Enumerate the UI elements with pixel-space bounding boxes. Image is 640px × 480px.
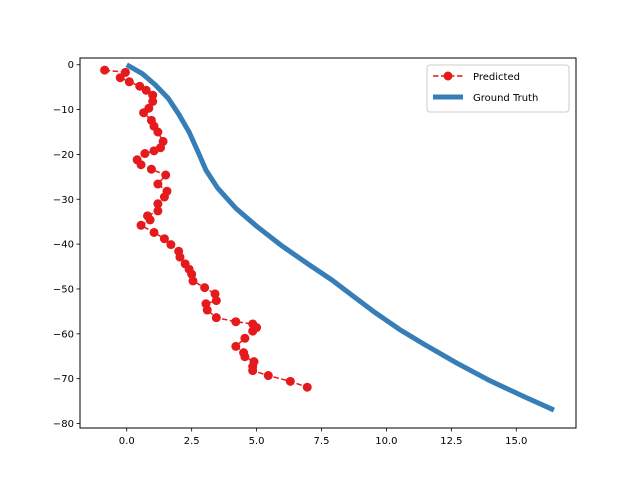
predicted-point [124,77,134,87]
predicted-point [141,85,151,95]
predicted-point [136,160,146,170]
predicted-point [159,192,169,202]
y-tick-label: 0 [68,60,74,71]
legend: Predicted Ground Truth [426,64,570,113]
predicted-point [153,127,163,137]
predicted-point [148,90,158,100]
x-tick-label: 2.5 [184,436,200,447]
y-tick-label: −20 [53,150,74,161]
predicted-point [202,305,212,315]
y-tick-label: −50 [53,284,74,295]
predicted-point [153,179,163,189]
predicted-line [104,69,308,388]
predicted-point [188,276,198,286]
predicted-point [200,283,210,293]
predicted-point [149,227,159,237]
y-tick-label: −70 [53,374,74,385]
predicted-point [248,326,258,336]
plot-frame [79,57,577,429]
predicted-point [187,269,197,279]
predicted-point [285,376,295,386]
predicted-point [149,146,159,156]
x-tick-label: 15.0 [505,436,527,447]
legend-predicted-swatch-marker [443,71,453,81]
predicted-point [210,289,220,299]
y-tick-label: −80 [53,419,74,430]
x-tick-label: 5.0 [249,436,265,447]
predicted-point [139,108,149,118]
predicted-point [161,170,171,180]
predicted-layer [100,65,312,392]
x-tick-label: 12.5 [440,436,462,447]
predicted-point [136,220,146,230]
predicted-point [240,352,250,362]
predicted-point [115,73,125,83]
ground-truth-layer [125,62,555,413]
predicted-point [211,313,221,323]
predicted-point [148,97,158,107]
predicted-point [248,366,258,376]
y-tick-label: −30 [53,195,74,206]
plot-background [80,58,576,428]
legend-predicted-label: Predicted [473,72,520,83]
x-axis: 0.0 2.5 5.0 7.5 10.0 12.5 15.0 [119,428,527,447]
x-tick-label: 10.0 [375,436,397,447]
predicted-point [146,164,156,174]
predicted-point [175,252,185,262]
predicted-point [231,317,241,327]
predicted-point [159,234,169,244]
predicted-point [240,333,250,343]
predicted-point [145,215,155,225]
x-tick-label: 0.0 [119,436,135,447]
predicted-point [166,240,176,250]
predicted-point [263,371,273,381]
x-tick-label: 7.5 [314,436,330,447]
predicted-point [302,382,312,392]
predicted-point [231,341,241,351]
y-tick-label: −60 [53,329,74,340]
y-axis: 0 −10 −20 −30 −40 −50 −60 −70 −80 [53,60,80,430]
ground-truth-line [125,62,555,413]
predicted-point [135,81,145,91]
predicted-point [211,296,221,306]
predicted-point [100,65,110,75]
y-tick-label: −40 [53,240,74,251]
predicted-point [153,199,163,209]
predicted-point [153,206,163,216]
legend-ground-truth-label: Ground Truth [473,93,538,104]
predicted-point [140,149,150,159]
y-tick-label: −10 [53,105,74,116]
